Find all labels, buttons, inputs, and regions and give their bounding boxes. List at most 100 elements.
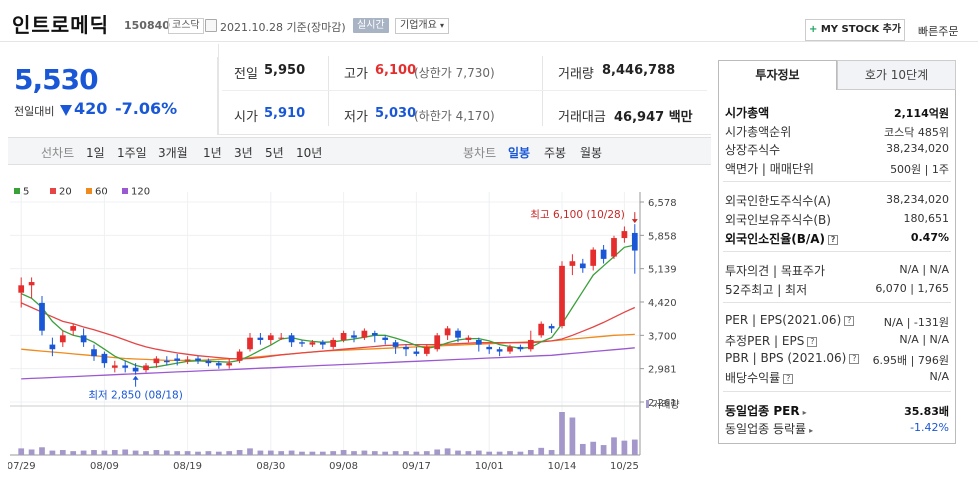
per-row-label: 추정PER | EPS?	[725, 332, 818, 349]
volume-bar	[101, 450, 108, 455]
period-5y[interactable]: 5년	[265, 146, 284, 160]
candle-body	[611, 238, 617, 257]
candle-body	[59, 335, 66, 343]
opinion-row-label: 52주최고 | 최저	[725, 282, 808, 297]
volume-bar	[600, 445, 607, 455]
volume-bar	[496, 451, 503, 455]
candle-body	[226, 363, 233, 366]
change-label: 전일대비	[14, 105, 55, 118]
candle-body	[434, 335, 441, 350]
period-monthly[interactable]: 월봉	[580, 146, 603, 160]
realtime-button[interactable]: 실시간	[353, 18, 389, 33]
period-10y[interactable]: 10년	[296, 146, 323, 160]
volume-bar	[434, 449, 441, 455]
market-row-label: 시가총액순위	[725, 124, 792, 139]
period-1w[interactable]: 1주일	[117, 146, 147, 160]
candle-body	[80, 335, 87, 343]
help-icon[interactable]: ?	[783, 374, 794, 385]
volume-bar	[309, 451, 316, 455]
per-row-label: PBR | BPS (2021.06)?	[725, 351, 860, 365]
candle-body	[600, 249, 607, 259]
volume-bar	[184, 451, 191, 455]
candle-body	[579, 263, 586, 269]
calendar-icon	[205, 19, 217, 32]
foreign-row-label: 외국인보유주식수(B)	[725, 213, 831, 227]
volume-bar	[205, 451, 212, 455]
period-1d[interactable]: 1일	[86, 146, 105, 160]
volume-bar	[538, 447, 545, 455]
company-name: 인트로메딕	[12, 13, 109, 37]
candle-body	[257, 337, 264, 340]
candle-body	[527, 339, 534, 350]
candle-body	[49, 344, 56, 350]
help-icon[interactable]: ?	[844, 316, 855, 327]
volume-bar	[319, 451, 326, 455]
help-icon[interactable]: ?	[807, 337, 818, 347]
tab-invest-info[interactable]: 투자정보	[718, 60, 837, 90]
help-icon[interactable]: ?	[828, 234, 839, 245]
period-bar: 선차트 1일 1주일 3개월 1년 3년 5년 10년 봉차트 일봉 주봉 월봉	[8, 137, 711, 165]
tab-hoga[interactable]: 호가 10단계	[837, 60, 956, 90]
candle-body	[423, 346, 430, 354]
volume-bar	[153, 450, 160, 455]
legend-label: 120	[131, 187, 150, 198]
company-info-dropdown[interactable]: 기업개요 ▾	[395, 18, 450, 34]
help-icon[interactable]: ?	[849, 353, 860, 364]
candle-body	[559, 265, 565, 327]
period-3m[interactable]: 3개월	[158, 146, 188, 160]
high-value: 6,100	[375, 63, 417, 78]
plus-icon: +	[808, 24, 818, 35]
candle-body	[455, 330, 461, 338]
volume-bar	[579, 443, 586, 455]
volume-bar	[351, 451, 357, 455]
candle-body	[111, 365, 118, 368]
candle-body	[236, 351, 243, 361]
opinion-row-value: 6,070 | 1,765	[875, 281, 949, 295]
industry-row-value: -1.42%	[910, 421, 949, 435]
foreign-row-value: 38,234,020	[886, 193, 949, 207]
volume-bar	[465, 451, 472, 455]
divider	[723, 251, 951, 253]
foreign-row-value: 180,651	[903, 212, 950, 225]
y-tick-label: 5,858	[648, 231, 677, 242]
x-tick-label: 09/17	[402, 461, 431, 472]
chevron-right-icon[interactable]: ▸	[802, 407, 807, 417]
moving-average-ma60	[21, 333, 635, 362]
low-arrow-head	[132, 375, 139, 380]
period-daily[interactable]: 일봉	[508, 146, 531, 160]
market-row-label: 상장주식수	[725, 143, 781, 158]
candle-body	[403, 346, 409, 350]
quick-order-button[interactable]: 빠른주문	[918, 25, 959, 38]
amount-value: 46,947 백만	[614, 110, 693, 125]
volume-bar	[527, 450, 534, 455]
stock-header: 인트로메딕 150840 코스닥 2021.10.28 기준(장마감) 실시간 …	[0, 0, 978, 42]
volume-bar	[299, 451, 305, 455]
current-price: 5,530	[14, 63, 99, 96]
legend-swatch	[122, 188, 128, 194]
candle-chart-label: 봉차트	[463, 146, 497, 160]
volume-bar	[163, 450, 170, 455]
period-weekly[interactable]: 주봉	[544, 146, 567, 160]
candlestick-chart[interactable]: 5 20 60 120 6,578 5,858 5,139 4,420 3,700 2,981 2,…	[8, 180, 708, 478]
mystock-add-button[interactable]: + MY STOCK 추가	[805, 19, 905, 41]
market-row-value: 코스닥 485위	[884, 125, 949, 139]
volume-bar	[18, 448, 25, 455]
candle-body	[247, 337, 253, 350]
per-row-label: 배당수익률?	[725, 369, 794, 386]
chevron-right-icon[interactable]: ▸	[809, 426, 814, 436]
period-1y[interactable]: 1년	[203, 146, 222, 160]
volume-bar	[278, 451, 285, 455]
volume-bar	[413, 451, 420, 455]
x-tick-label: 10/14	[548, 461, 577, 472]
divider	[542, 56, 543, 126]
market-row-label: 시가총액	[725, 106, 770, 120]
period-3y[interactable]: 3년	[234, 146, 253, 160]
industry-row-label: 동일업종 PER ▸	[725, 403, 807, 418]
candle-body	[382, 337, 389, 340]
market-row-value: 38,234,020	[886, 142, 949, 156]
candle-body	[132, 367, 139, 372]
upper-limit: (상한가 7,730)	[414, 66, 495, 80]
y-tick-label: 3,700	[648, 331, 677, 342]
candle-body	[590, 249, 597, 266]
high-arrow-head	[631, 219, 638, 224]
